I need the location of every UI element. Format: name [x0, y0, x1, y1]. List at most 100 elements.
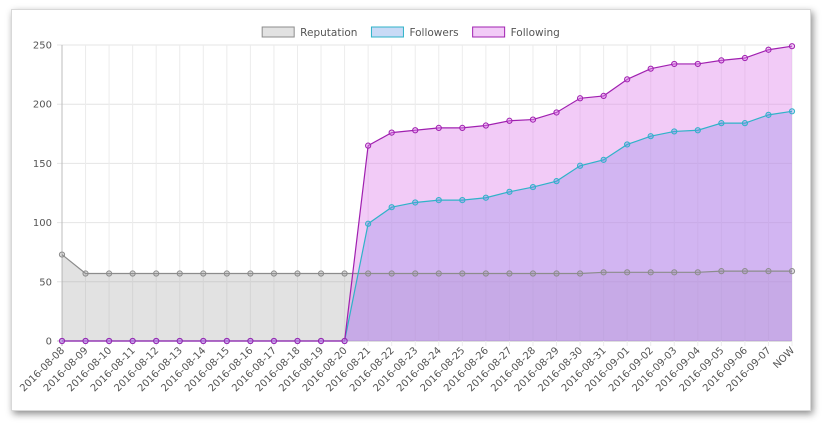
- followers-point: [576, 162, 584, 169]
- following-point: [718, 57, 725, 64]
- following-point: [529, 116, 537, 123]
- followers-point: [388, 204, 395, 211]
- following-point: [765, 46, 772, 53]
- followers-point: [788, 108, 796, 115]
- following-point: [153, 337, 160, 345]
- followers-legend-swatch: [370, 26, 404, 38]
- following-point: [647, 65, 654, 72]
- chart-lines: [61, 45, 793, 342]
- following-point: [671, 60, 678, 68]
- chart-areas: [62, 46, 792, 342]
- followers-point: [553, 178, 560, 185]
- reputation-area: [62, 254, 792, 341]
- reputation-point: [294, 270, 301, 277]
- y-axis-labels: 0 50 100 150 200 250: [33, 41, 52, 348]
- reputation-point: [435, 270, 442, 277]
- reputation-line: [61, 254, 792, 275]
- following-point: [247, 337, 254, 345]
- following-point: [270, 337, 278, 345]
- followers-point: [412, 199, 419, 206]
- x-axis-labels: 2016-08-082016-08-092016-08-102016-08-11…: [18, 345, 797, 394]
- reputation-point: [176, 270, 183, 277]
- reputation-point: [270, 270, 278, 277]
- reputation-point: [576, 270, 584, 277]
- reputation-point: [129, 270, 136, 277]
- reputation-point: [624, 269, 631, 276]
- followers-point: [624, 141, 631, 148]
- reputation-point: [247, 270, 254, 277]
- reputation-point: [529, 270, 537, 277]
- reputation-point: [647, 269, 654, 276]
- following-area: [62, 46, 792, 342]
- reputation-point: [200, 270, 207, 277]
- following-point: [200, 337, 207, 345]
- following-point: [105, 337, 113, 345]
- reputation-point: [153, 270, 160, 277]
- reputation-point: [788, 268, 796, 275]
- y-tick-label: 200: [33, 100, 52, 111]
- reputation-point: [58, 251, 66, 258]
- following-point: [506, 117, 513, 124]
- reputation-point: [718, 268, 725, 275]
- following-point: [317, 337, 325, 345]
- reputation-legend-label: Reputation: [300, 27, 357, 39]
- y-tick-label: 0: [46, 337, 52, 348]
- reputation-point: [482, 270, 489, 277]
- following-legend-swatch: [472, 26, 506, 38]
- following-point: [388, 129, 395, 136]
- followers-point: [482, 194, 489, 201]
- reputation-legend-swatch: [261, 26, 295, 38]
- following-point: [741, 54, 749, 62]
- following-point: [412, 127, 419, 134]
- following-point: [788, 43, 796, 50]
- followers-point: [694, 127, 701, 134]
- reputation-point: [506, 270, 513, 277]
- following-point: [129, 337, 136, 345]
- following-line: [62, 45, 793, 342]
- reputation-point: [694, 269, 701, 276]
- x-tick-label: NOW: [771, 345, 797, 371]
- followers-point: [459, 197, 466, 204]
- reputation-point: [317, 270, 325, 277]
- y-tick-label: 50: [39, 277, 52, 288]
- following-legend-label: Following: [511, 27, 560, 39]
- followers-point: [506, 188, 513, 195]
- reputation-point: [600, 269, 607, 276]
- chart: Reputation Followers Following 0 50 100 150 20…: [18, 26, 797, 394]
- chart-legend: Reputation Followers Following: [261, 26, 560, 39]
- following-point: [58, 337, 66, 345]
- followers-point: [600, 156, 607, 163]
- reputation-point: [223, 270, 230, 277]
- following-point: [176, 337, 183, 345]
- chart-points: [58, 43, 796, 345]
- reputation-point: [341, 270, 348, 277]
- reputation-point: [388, 270, 395, 277]
- following-point: [223, 337, 230, 345]
- following-point: [576, 95, 584, 102]
- reputation-point: [365, 270, 372, 277]
- y-tick-label: 150: [33, 159, 52, 170]
- followers-legend-label: Followers: [409, 27, 458, 39]
- following-point: [553, 109, 560, 116]
- following-point: [482, 122, 489, 129]
- reputation-point: [82, 270, 89, 277]
- reputation-point: [553, 270, 560, 277]
- following-point: [365, 142, 372, 149]
- followers-point: [671, 128, 678, 135]
- followers-point: [647, 133, 654, 140]
- following-point: [694, 60, 701, 68]
- reputation-point: [765, 268, 772, 275]
- y-tick-label: 250: [33, 41, 52, 52]
- chart-card: Reputation Followers Following 0 50 100 150 20…: [11, 9, 811, 411]
- followers-point: [765, 111, 772, 118]
- reputation-point: [671, 269, 678, 276]
- reputation-point: [459, 270, 466, 277]
- reputation-point: [741, 268, 749, 275]
- following-point: [82, 337, 89, 345]
- followers-area: [62, 111, 792, 341]
- following-point: [600, 92, 607, 100]
- following-point: [294, 337, 301, 345]
- following-point: [341, 337, 348, 345]
- followers-point: [529, 183, 537, 191]
- following-point: [624, 76, 631, 83]
